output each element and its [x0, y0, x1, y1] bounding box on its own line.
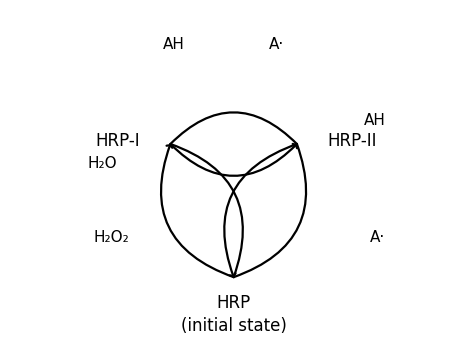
Text: A·: A·	[269, 37, 284, 52]
Text: H₂O: H₂O	[87, 157, 117, 172]
Text: HRP-I: HRP-I	[96, 132, 140, 150]
Text: AH: AH	[364, 113, 385, 128]
Text: HRP
(initial state): HRP (initial state)	[181, 294, 287, 335]
Text: AH: AH	[163, 37, 185, 52]
Text: H₂O₂: H₂O₂	[94, 230, 129, 245]
Text: A·: A·	[370, 230, 385, 245]
Text: HRP-II: HRP-II	[327, 132, 376, 150]
